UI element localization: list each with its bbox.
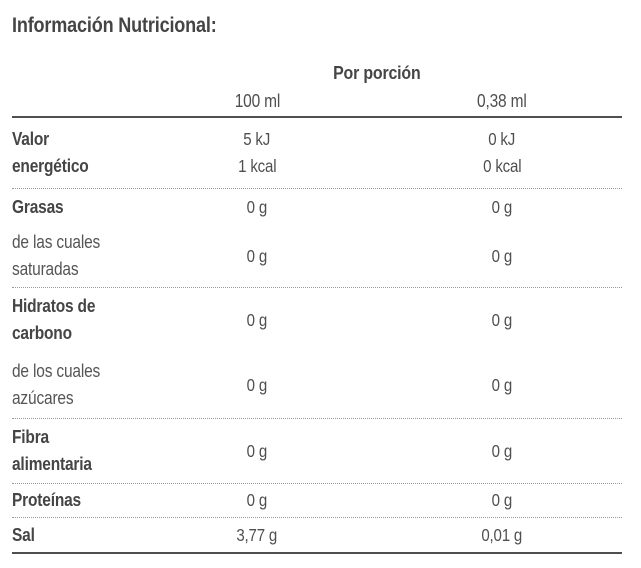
value-cell-038ml: 0 kJ 0 kcal: [382, 126, 622, 180]
table-column-headers: 100 ml 0,38 ml: [12, 86, 622, 116]
table-top-rule: [12, 116, 622, 118]
table-row-fibra-alimentaria: Fibra alimentaria 0 g 0 g: [12, 419, 622, 483]
column-header-038ml-text: 0,38 ml: [477, 90, 527, 111]
value-cell-100ml: 0 g: [246, 374, 268, 395]
table-row-saturadas: de las cuales saturadas 0 g 0 g: [12, 225, 622, 287]
value-kj: 0 kJ: [488, 129, 516, 149]
table-row-valor-energetico: Valor energético 5 kJ 1 kcal 0 kJ 0 kcal: [12, 118, 622, 188]
value-cell-100ml: 5 kJ 1 kcal: [132, 126, 382, 180]
row-label: Hidratos de carbono: [12, 296, 96, 343]
dotted-divider: [12, 483, 622, 484]
per-portion-header-text: Por porción: [333, 62, 421, 83]
value-kcal: 1 kcal: [237, 156, 277, 176]
per-portion-header: Por porción: [132, 60, 622, 86]
table-row-proteinas: Proteínas 0 g 0 g: [12, 484, 622, 517]
value-cell-038ml: 0 g: [491, 374, 513, 395]
value-cell-038ml: 0 g: [491, 440, 513, 461]
dotted-divider: [12, 418, 622, 419]
value-kcal: 0 kcal: [482, 156, 522, 176]
value-cell-100ml: 0 g: [246, 309, 268, 330]
value-cell-038ml: 0,01 g: [481, 524, 523, 545]
value-kj: 5 kJ: [243, 129, 271, 149]
value-cell-100ml: 0 g: [246, 245, 268, 266]
value-cell-038ml: 0 g: [491, 490, 513, 510]
value-cell-038ml: 0 g: [491, 245, 513, 266]
table-row-azucares: de los cuales azúcares 0 g 0 g: [12, 352, 622, 418]
value-cell-100ml: 0 g: [246, 440, 268, 461]
dotted-divider: [12, 188, 622, 189]
table-row-grasas: Grasas 0 g 0 g: [12, 189, 622, 225]
row-label: Grasas: [12, 196, 64, 217]
column-header-100ml: 100 ml: [132, 91, 382, 112]
table-row-sal: Sal 3,77 g 0,01 g: [12, 518, 622, 552]
dotted-divider: [12, 287, 622, 288]
row-label: Sal: [12, 524, 35, 545]
page-title-text: Información Nutricional:: [12, 14, 217, 37]
column-header-100ml-text: 100 ml: [234, 90, 280, 111]
table-bottom-rule: [12, 552, 622, 554]
row-label: Proteínas: [12, 490, 82, 510]
column-header-038ml: 0,38 ml: [382, 91, 622, 112]
table-row-hidratos-de-carbono: Hidratos de carbono 0 g 0 g: [12, 288, 622, 352]
value-cell-100ml: 0 g: [246, 490, 268, 510]
value-cell-100ml: 0 g: [246, 196, 268, 217]
row-label: de las cuales saturadas: [12, 232, 101, 279]
value-cell-038ml: 0 g: [491, 309, 513, 330]
page-title: Información Nutricional:: [12, 14, 630, 38]
dotted-divider: [12, 517, 622, 518]
row-label: Valor energético: [12, 129, 89, 176]
value-cell-100ml: 3,77 g: [236, 524, 278, 545]
table-group-header-row: Por porción: [12, 60, 622, 86]
row-label: Fibra alimentaria: [12, 427, 92, 474]
row-label: de los cuales azúcares: [12, 361, 101, 408]
value-cell-038ml: 0 g: [491, 196, 513, 217]
